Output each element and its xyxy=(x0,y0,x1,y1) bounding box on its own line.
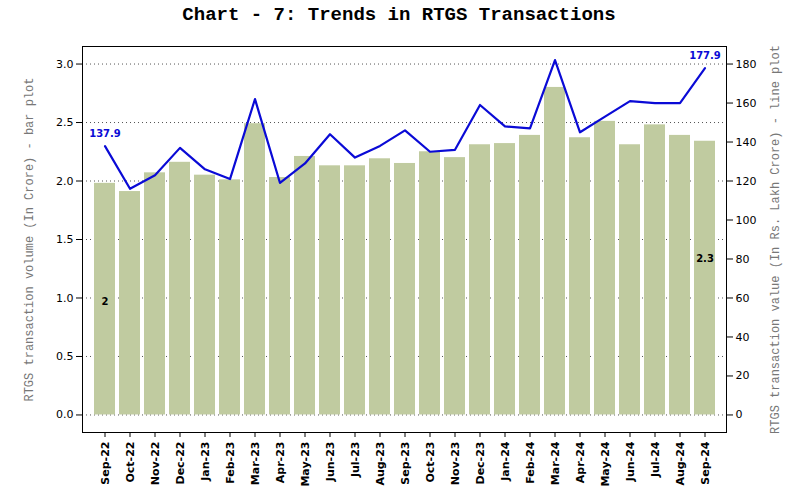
svg-text:Aug-24: Aug-24 xyxy=(674,441,687,485)
svg-text:0: 0 xyxy=(736,408,743,421)
svg-text:Jul-23: Jul-23 xyxy=(349,442,362,479)
svg-text:Oct-23: Oct-23 xyxy=(424,442,437,483)
svg-text:2.0: 2.0 xyxy=(56,175,74,188)
svg-text:Apr-23: Apr-23 xyxy=(274,442,287,484)
svg-text:Jun-23: Jun-23 xyxy=(324,442,337,483)
svg-text:Jul-24: Jul-24 xyxy=(649,441,662,478)
svg-text:2.5: 2.5 xyxy=(56,116,74,129)
svg-text:Jan-24: Jan-24 xyxy=(499,441,512,482)
svg-text:140: 140 xyxy=(736,136,757,149)
svg-text:180: 180 xyxy=(736,58,757,71)
svg-text:20: 20 xyxy=(736,369,750,382)
svg-text:Sep-24: Sep-24 xyxy=(699,441,712,484)
svg-text:Dec-23: Dec-23 xyxy=(474,442,487,485)
svg-text:160: 160 xyxy=(736,97,757,110)
svg-text:Dec-22: Dec-22 xyxy=(174,442,187,485)
svg-text:2: 2 xyxy=(102,296,109,307)
svg-text:May-24: May-24 xyxy=(599,441,612,486)
svg-text:Apr-24: Apr-24 xyxy=(574,441,587,483)
svg-text:Nov-22: Nov-22 xyxy=(149,442,162,486)
svg-text:Mar-23: Mar-23 xyxy=(249,442,262,486)
svg-text:Oct-22: Oct-22 xyxy=(124,442,137,483)
svg-text:3.0: 3.0 xyxy=(56,58,74,71)
svg-text:May-23: May-23 xyxy=(299,442,312,487)
svg-text:137.9: 137.9 xyxy=(89,128,121,139)
svg-text:0.0: 0.0 xyxy=(56,408,74,421)
svg-text:RTGS transaction value (In Rs.: RTGS transaction value (In Rs. Lakh Cror… xyxy=(769,45,783,434)
svg-text:100: 100 xyxy=(736,214,757,227)
svg-text:Nov-23: Nov-23 xyxy=(449,442,462,486)
html-text:Chart - 7: Trends in RTGS Tran: Chart - 7: Trends in RTGS Transactions xyxy=(182,4,616,26)
svg-text:Feb-23: Feb-23 xyxy=(224,442,237,484)
svg-text:Jan-23: Jan-23 xyxy=(199,442,212,482)
svg-text:1.5: 1.5 xyxy=(56,233,74,246)
svg-text:40: 40 xyxy=(736,330,750,343)
svg-text:120: 120 xyxy=(736,175,757,188)
svg-text:Sep-23: Sep-23 xyxy=(399,442,412,485)
svg-text:RTGS transaction volume (In Cr: RTGS transaction volume (In Crore) - bar… xyxy=(23,77,37,401)
svg-text:Sep-22: Sep-22 xyxy=(99,442,112,485)
svg-text:Aug-23: Aug-23 xyxy=(374,442,387,486)
svg-text:1.0: 1.0 xyxy=(56,292,74,305)
svg-text:80: 80 xyxy=(736,253,750,266)
svg-text:Jun-24: Jun-24 xyxy=(624,441,637,482)
svg-text:0.5: 0.5 xyxy=(56,350,74,363)
svg-text:60: 60 xyxy=(736,292,750,305)
svg-text:2.3: 2.3 xyxy=(696,253,714,264)
svg-text:177.9: 177.9 xyxy=(689,50,721,61)
svg-text:Mar-24: Mar-24 xyxy=(549,441,562,485)
svg-text:Feb-24: Feb-24 xyxy=(524,441,537,484)
